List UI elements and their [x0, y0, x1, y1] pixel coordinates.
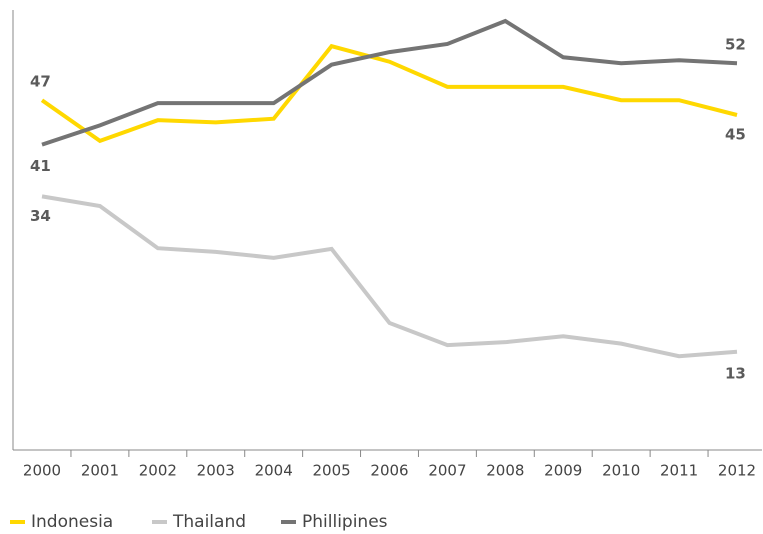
- x-tick-label: 2004: [255, 462, 293, 480]
- data-label: 52: [725, 36, 746, 54]
- x-tick-label: 2000: [23, 462, 61, 480]
- x-tick-label: 2003: [197, 462, 235, 480]
- series-line: [40, 43, 738, 144]
- legend-label: Phillipines: [302, 512, 388, 532]
- x-tick-label: 2005: [312, 462, 350, 480]
- legend-label: Indonesia: [31, 512, 113, 532]
- x-tick-label: 2011: [660, 462, 698, 480]
- data-label: 41: [30, 157, 51, 175]
- data-label: 47: [30, 73, 51, 91]
- legend-label: Thailand: [172, 512, 246, 532]
- data-label: 45: [725, 126, 746, 144]
- series-line: [41, 18, 738, 147]
- x-tick-label: 2009: [544, 462, 582, 480]
- x-tick-label: 2007: [428, 462, 466, 480]
- x-tick-label: 2002: [139, 462, 177, 480]
- data-label: 34: [30, 207, 51, 225]
- x-tick-label: 2008: [486, 462, 524, 480]
- x-tick-label: 2012: [718, 462, 756, 480]
- series-line: [41, 194, 738, 359]
- data-label: 13: [725, 364, 746, 382]
- x-tick-label: 2010: [602, 462, 640, 480]
- x-tick-label: 2001: [81, 462, 119, 480]
- x-tick-label: 2006: [370, 462, 408, 480]
